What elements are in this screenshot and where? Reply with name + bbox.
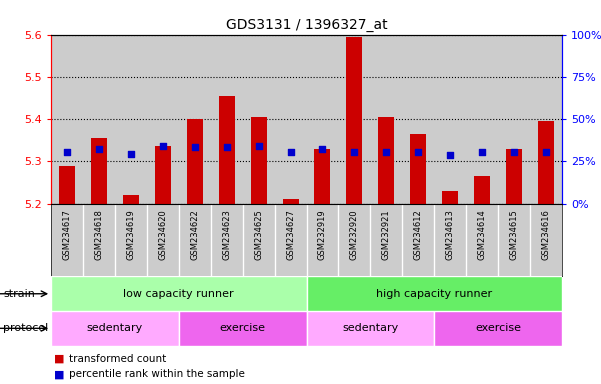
Point	[94, 146, 104, 152]
Text: GSM234619: GSM234619	[126, 209, 135, 260]
Point	[158, 142, 168, 149]
Text: GSM234615: GSM234615	[510, 209, 519, 260]
Text: ■: ■	[54, 369, 64, 379]
Bar	[59, 166, 75, 204]
Text: GSM234616: GSM234616	[542, 209, 551, 260]
Text: GSM234614: GSM234614	[478, 209, 487, 260]
Bar	[251, 117, 267, 204]
Bar	[51, 311, 179, 346]
Bar	[147, 35, 179, 204]
Bar	[243, 35, 275, 204]
Text: sedentary: sedentary	[87, 323, 143, 333]
Bar	[530, 35, 562, 204]
Text: exercise: exercise	[219, 323, 266, 333]
Point	[413, 149, 423, 155]
Bar	[179, 35, 211, 204]
Point	[350, 149, 359, 155]
Text: transformed count: transformed count	[69, 354, 166, 364]
Bar	[370, 35, 402, 204]
Point	[126, 151, 136, 157]
Bar	[346, 37, 362, 204]
Bar	[538, 121, 554, 204]
Bar	[466, 35, 498, 204]
Bar	[282, 199, 299, 204]
Point	[63, 149, 72, 155]
Text: low capacity runner: low capacity runner	[123, 289, 234, 299]
Bar	[115, 35, 147, 204]
Bar	[410, 134, 426, 204]
Bar	[506, 149, 522, 204]
Bar	[314, 149, 331, 204]
Text: high capacity runner: high capacity runner	[376, 289, 492, 299]
Bar	[187, 119, 203, 204]
Text: percentile rank within the sample: percentile rank within the sample	[69, 369, 245, 379]
Point	[190, 144, 200, 151]
Bar	[379, 117, 394, 204]
Bar	[179, 311, 307, 346]
Bar	[211, 35, 243, 204]
Bar	[275, 35, 307, 204]
Point	[285, 149, 295, 155]
Bar	[307, 35, 338, 204]
Text: GSM232920: GSM232920	[350, 209, 359, 260]
Point	[318, 146, 328, 152]
Point	[477, 149, 487, 155]
Text: GSM234622: GSM234622	[191, 209, 200, 260]
Point	[222, 144, 231, 151]
Bar	[307, 311, 435, 346]
Bar	[123, 195, 139, 204]
Bar	[51, 276, 307, 311]
Bar	[402, 35, 435, 204]
Text: ■: ■	[54, 354, 64, 364]
Bar	[434, 35, 466, 204]
Point	[541, 149, 551, 155]
Bar	[442, 191, 458, 204]
Text: GSM234620: GSM234620	[158, 209, 167, 260]
Text: GSM234625: GSM234625	[254, 209, 263, 260]
Bar	[83, 35, 115, 204]
Point	[445, 152, 455, 158]
Text: GSM234623: GSM234623	[222, 209, 231, 260]
Text: GSM232919: GSM232919	[318, 209, 327, 260]
Text: GSM234612: GSM234612	[413, 209, 423, 260]
Point	[254, 144, 263, 150]
Bar	[219, 96, 234, 204]
Bar	[51, 35, 83, 204]
Text: protocol: protocol	[3, 323, 48, 333]
Point	[509, 149, 519, 155]
Bar	[434, 311, 562, 346]
Text: GSM234613: GSM234613	[446, 209, 455, 260]
Bar	[155, 147, 171, 204]
Title: GDS3131 / 1396327_at: GDS3131 / 1396327_at	[226, 18, 387, 32]
Text: strain: strain	[3, 289, 35, 299]
Text: GSM234627: GSM234627	[286, 209, 295, 260]
Bar	[91, 138, 107, 204]
Text: GSM234617: GSM234617	[63, 209, 72, 260]
Text: GSM232921: GSM232921	[382, 209, 391, 260]
Bar	[474, 176, 490, 204]
Bar	[307, 276, 562, 311]
Text: GSM234618: GSM234618	[94, 209, 103, 260]
Bar	[498, 35, 530, 204]
Point	[382, 149, 391, 155]
Text: sedentary: sedentary	[342, 323, 398, 333]
Bar	[338, 35, 370, 204]
Text: exercise: exercise	[475, 323, 521, 333]
